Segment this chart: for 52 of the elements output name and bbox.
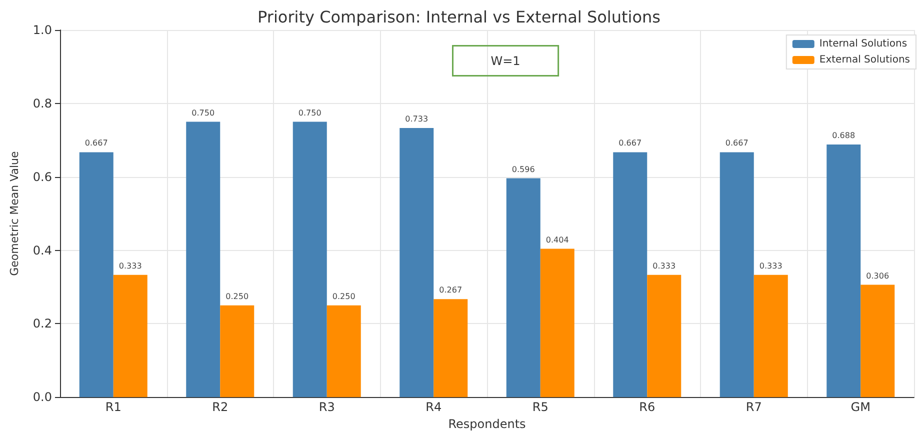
y-tick-label: 0.4 [32,243,52,258]
bar [826,144,861,398]
x-tick-label: R4 [426,400,442,414]
bar [113,274,148,398]
x-tick-label: GM [850,400,870,414]
bar [506,178,540,398]
legend-label: Internal Solutions [819,38,908,50]
y-tick-label: 0.6 [32,170,52,184]
bar [326,305,361,398]
data-label: 0.306 [866,271,890,280]
y-tick-label: 0.0 [32,390,52,404]
data-label: 0.333 [118,261,142,270]
x-tick-label: R1 [105,400,122,414]
x-tick-label: R3 [318,400,335,414]
bar [720,152,754,398]
bar [186,122,220,398]
bar [647,274,682,398]
bar [292,122,327,398]
x-tick-label: R2 [212,400,228,414]
data-label: 0.750 [298,108,322,118]
data-label: 0.404 [546,235,569,244]
x-tick-label: R6 [639,400,656,414]
y-tick-label: 0.2 [32,316,52,331]
legend-label: External Solutions [819,54,910,66]
chart-title: Priority Comparison: Internal vs External Solutions [258,8,660,26]
y-tick-label: 1.0 [32,23,52,37]
bar [400,128,434,398]
data-label: 0.333 [759,261,782,270]
bar [860,284,895,398]
bar [79,152,114,398]
bar [220,305,254,398]
data-label: 0.750 [192,108,215,118]
data-label: 0.250 [226,292,249,301]
bar [754,274,788,398]
data-label: 0.596 [512,164,535,174]
data-label: 0.667 [618,138,642,148]
annotation: W=1 [490,54,520,68]
x-tick-label: R7 [746,400,762,414]
data-label: 0.733 [405,114,428,124]
data-label: 0.667 [725,138,748,148]
y-tick-label: 0.8 [32,96,52,110]
bar [613,152,648,398]
data-label: 0.667 [84,138,108,148]
data-label: 0.333 [652,261,676,270]
y-axis-title: Geometric Mean Value [8,151,21,276]
bar [434,299,468,398]
data-label: 0.250 [332,292,356,301]
data-label: 0.688 [832,131,856,140]
x-tick-label: R5 [532,400,548,414]
x-axis-title: Respondents [448,417,526,431]
bar [540,248,574,398]
data-label: 0.267 [439,286,462,295]
